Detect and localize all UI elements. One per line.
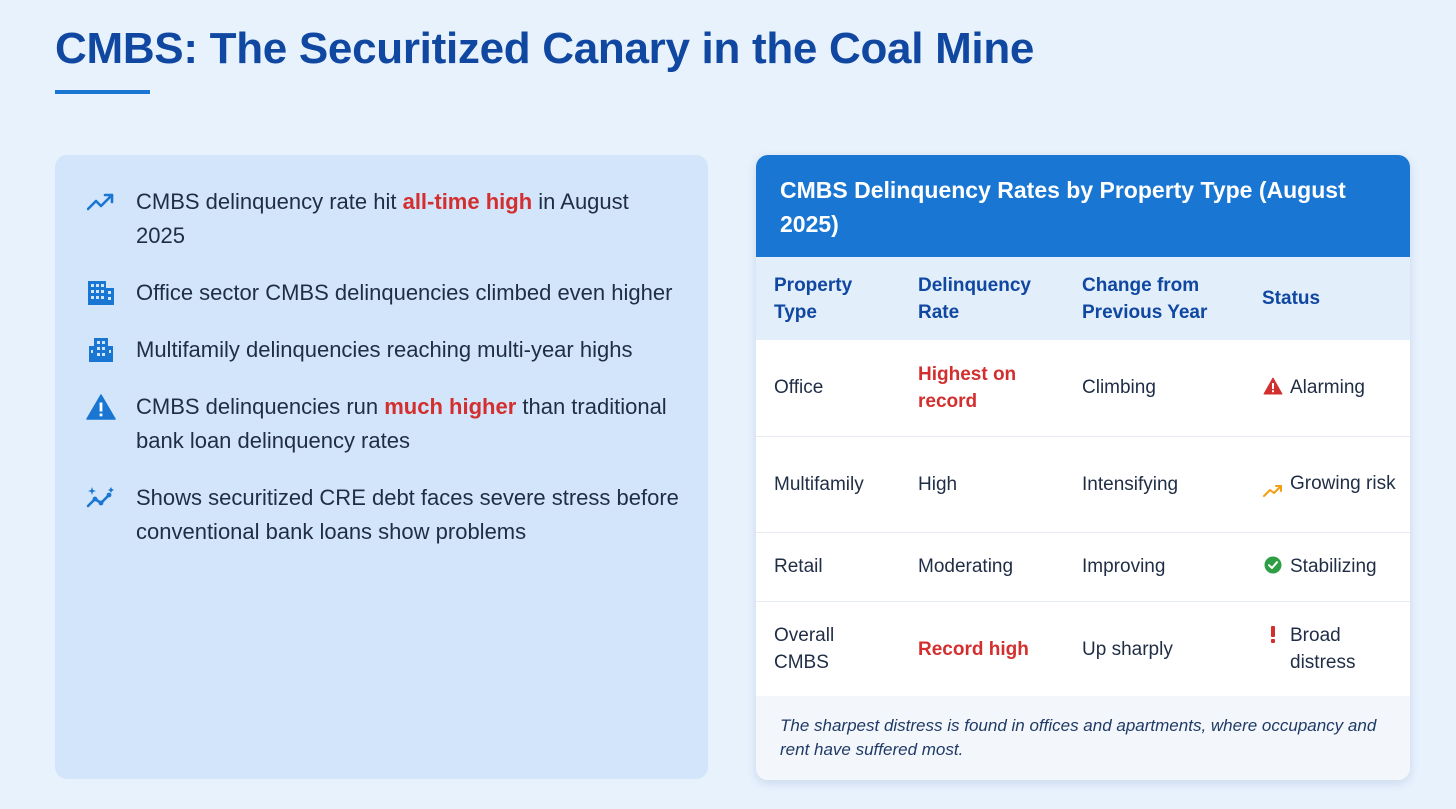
bullet-text: Office sector CMBS delinquencies climbed… bbox=[136, 280, 673, 305]
status-label: Broad distress bbox=[1290, 625, 1356, 674]
cell-type: Office bbox=[756, 340, 900, 437]
delinquency-table: Property Type Delinquency Rate Change fr… bbox=[756, 257, 1410, 697]
cell-type: Multifamily bbox=[756, 436, 900, 533]
cell-rate: Moderating bbox=[900, 532, 1064, 602]
cell-change: Intensifying bbox=[1064, 436, 1244, 533]
cell-change: Up sharply bbox=[1082, 638, 1173, 660]
apartment-building-icon bbox=[85, 334, 117, 366]
cell-change: Improving bbox=[1064, 532, 1244, 602]
bullet-text: Shows securitized CRE debt faces severe … bbox=[136, 485, 679, 544]
table-header-row: Property Type Delinquency Rate Change fr… bbox=[756, 257, 1410, 340]
key-points-panel: CMBS delinquency rate hit all-time high … bbox=[55, 155, 708, 779]
bullet-item: Multifamily delinquencies reaching multi… bbox=[85, 333, 680, 367]
table-title: CMBS Delinquency Rates by Property Type … bbox=[756, 155, 1410, 257]
table-row: Overall CMBS Record high Up sharply Broa… bbox=[756, 601, 1410, 697]
trending-up-icon bbox=[85, 186, 117, 218]
cell-status: Broad distress bbox=[1244, 601, 1410, 697]
table-row: Retail Moderating Improving Stabilizing bbox=[756, 532, 1410, 602]
office-building-icon bbox=[85, 277, 117, 309]
cell-type: Retail bbox=[756, 532, 900, 602]
warning-icon bbox=[85, 391, 117, 423]
sparkle-trend-icon bbox=[85, 482, 117, 514]
status-label: Stabilizing bbox=[1290, 556, 1377, 577]
bullet-item: Office sector CMBS delinquencies climbed… bbox=[85, 276, 680, 310]
table-row: Multifamily High Intensifying Growing ri… bbox=[756, 436, 1410, 533]
alert-triangle-icon bbox=[1262, 377, 1284, 395]
cell-status: Stabilizing bbox=[1244, 532, 1410, 602]
cell-type: Overall CMBS bbox=[774, 625, 835, 674]
status-label: Growing risk bbox=[1290, 473, 1396, 494]
delinquency-table-card: CMBS Delinquency Rates by Property Type … bbox=[756, 155, 1410, 780]
page-title: CMBS: The Securitized Canary in the Coal… bbox=[55, 24, 1035, 73]
bullet-text: CMBS delinquencies run much higher than … bbox=[136, 394, 667, 453]
check-circle-icon bbox=[1262, 556, 1284, 574]
cell-status: Alarming bbox=[1244, 340, 1410, 437]
cell-rate: High bbox=[900, 436, 1064, 533]
cell-rate: Record high bbox=[918, 638, 1029, 660]
header-delinquency-rate: Delinquency Rate bbox=[918, 274, 1031, 323]
cell-rate: Highest on record bbox=[900, 340, 1064, 437]
header-change: Change from Previous Year bbox=[1082, 274, 1208, 323]
cell-status: Growing risk bbox=[1244, 436, 1410, 533]
trending-up-icon bbox=[1262, 484, 1284, 498]
header-status: Status bbox=[1262, 288, 1321, 309]
table-footnote: The sharpest distress is found in office… bbox=[756, 696, 1410, 780]
table-row: Office Highest on record Climbing Alarmi… bbox=[756, 340, 1410, 437]
title-underline bbox=[55, 90, 150, 94]
bullet-text: Multifamily delinquencies reaching multi… bbox=[136, 337, 633, 362]
header-property-type: Property Type bbox=[774, 274, 853, 323]
bullet-text: CMBS delinquency rate hit all-time high … bbox=[136, 189, 629, 248]
bullet-item: Shows securitized CRE debt faces severe … bbox=[85, 481, 680, 549]
exclamation-icon bbox=[1262, 624, 1284, 644]
cell-change: Climbing bbox=[1064, 340, 1244, 437]
bullet-item: CMBS delinquencies run much higher than … bbox=[85, 390, 680, 458]
bullet-item: CMBS delinquency rate hit all-time high … bbox=[85, 185, 680, 253]
status-label: Alarming bbox=[1290, 377, 1365, 399]
